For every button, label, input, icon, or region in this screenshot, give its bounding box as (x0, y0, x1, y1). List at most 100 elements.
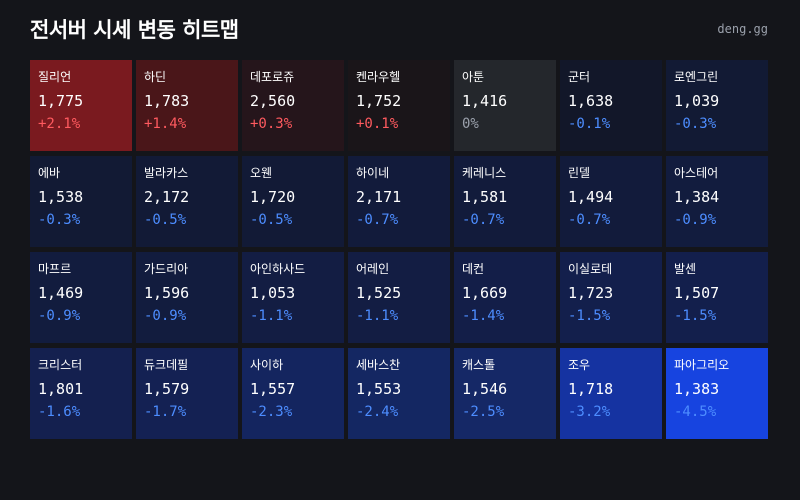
server-name: 질리언 (38, 70, 72, 84)
server-change: -0.3% (674, 116, 717, 132)
server-tile[interactable]: 크리스터 1,801 -1.6% (30, 348, 132, 439)
server-price: 1,416 (462, 92, 508, 110)
server-tile[interactable]: 케레니스 1,581 -0.7% (454, 156, 556, 247)
server-tile[interactable]: 아스테어 1,384 -0.9% (666, 156, 768, 247)
server-change: -0.9% (674, 212, 717, 228)
server-change: -1.1% (250, 308, 293, 324)
server-tile[interactable]: 파아그리오 1,383 -4.5% (666, 348, 768, 439)
server-tile[interactable]: 아툰 1,416 0% (454, 60, 556, 151)
server-price: 1,494 (568, 188, 614, 206)
server-price: 1,775 (38, 92, 84, 110)
server-name: 케레니스 (462, 166, 507, 180)
server-tile[interactable]: 로엔그린 1,039 -0.3% (666, 60, 768, 151)
server-price: 1,752 (356, 92, 402, 110)
server-tile[interactable]: 사이하 1,557 -2.3% (242, 348, 344, 439)
server-tile[interactable]: 하딘 1,783 +1.4% (136, 60, 238, 151)
server-name: 어레인 (356, 262, 390, 276)
server-name: 하딘 (144, 70, 167, 84)
server-change: -1.5% (568, 308, 611, 324)
server-change: -0.9% (144, 308, 187, 324)
server-price: 1,039 (674, 92, 720, 110)
server-change: -0.7% (356, 212, 399, 228)
server-price: 1,546 (462, 380, 508, 398)
server-price: 1,581 (462, 188, 508, 206)
server-name: 가드리아 (144, 262, 189, 276)
server-change: -2.5% (462, 404, 505, 420)
server-tile[interactable]: 마프르 1,469 -0.9% (30, 252, 132, 343)
server-change: -0.5% (144, 212, 187, 228)
server-tile[interactable]: 세바스찬 1,553 -2.4% (348, 348, 450, 439)
server-name: 발센 (674, 262, 697, 276)
server-price: 1,384 (674, 188, 720, 206)
server-tile[interactable]: 듀크데필 1,579 -1.7% (136, 348, 238, 439)
server-tile[interactable]: 오웬 1,720 -0.5% (242, 156, 344, 247)
header: 전서버 시세 변동 히트맵 deng.gg (30, 0, 768, 58)
server-tile[interactable]: 발라카스 2,172 -0.5% (136, 156, 238, 247)
server-change: -1.6% (38, 404, 81, 420)
server-tile[interactable]: 데컨 1,669 -1.4% (454, 252, 556, 343)
server-change: -0.7% (462, 212, 505, 228)
server-change: -2.4% (356, 404, 399, 420)
heatmap-grid: 질리언 1,775 +2.1% 하딘 1,783 +1.4% 데포로쥬 2,560 +0.3% 켄… (30, 60, 768, 439)
server-change: +0.1% (356, 116, 399, 132)
server-tile[interactable]: 하이네 2,171 -0.7% (348, 156, 450, 247)
server-change: -1.5% (674, 308, 717, 324)
server-change: -0.7% (568, 212, 611, 228)
server-tile[interactable]: 발센 1,507 -1.5% (666, 252, 768, 343)
server-change: 0% (462, 116, 479, 132)
server-change: -1.1% (356, 308, 399, 324)
server-price: 2,172 (144, 188, 190, 206)
server-tile[interactable]: 켄라우헬 1,752 +0.1% (348, 60, 450, 151)
server-change: +1.4% (144, 116, 187, 132)
server-name: 조우 (568, 358, 591, 372)
server-name: 캐스톨 (462, 358, 496, 372)
server-tile[interactable]: 데포로쥬 2,560 +0.3% (242, 60, 344, 151)
site-label: deng.gg (717, 22, 768, 36)
server-price: 1,669 (462, 284, 508, 302)
server-change: +2.1% (38, 116, 81, 132)
server-price: 1,525 (356, 284, 402, 302)
server-price: 1,053 (250, 284, 296, 302)
server-price: 1,383 (674, 380, 720, 398)
server-price: 1,469 (38, 284, 84, 302)
server-name: 파아그리오 (674, 358, 730, 372)
server-change: -2.3% (250, 404, 293, 420)
server-tile[interactable]: 가드리아 1,596 -0.9% (136, 252, 238, 343)
server-tile[interactable]: 군터 1,638 -0.1% (560, 60, 662, 151)
server-tile[interactable]: 조우 1,718 -3.2% (560, 348, 662, 439)
server-tile[interactable]: 캐스톨 1,546 -2.5% (454, 348, 556, 439)
server-change: -0.1% (568, 116, 611, 132)
server-price: 1,638 (568, 92, 614, 110)
server-tile[interactable]: 아인하사드 1,053 -1.1% (242, 252, 344, 343)
server-price: 1,596 (144, 284, 190, 302)
server-name: 이실로테 (568, 262, 613, 276)
server-name: 로엔그린 (674, 70, 719, 84)
server-tile[interactable]: 어레인 1,525 -1.1% (348, 252, 450, 343)
server-name: 사이하 (250, 358, 284, 372)
server-price: 1,723 (568, 284, 614, 302)
server-tile[interactable]: 에바 1,538 -0.3% (30, 156, 132, 247)
server-change: -0.3% (38, 212, 81, 228)
server-price: 1,553 (356, 380, 402, 398)
server-tile[interactable]: 이실로테 1,723 -1.5% (560, 252, 662, 343)
page-title: 전서버 시세 변동 히트맵 (30, 18, 239, 42)
server-tile[interactable]: 린델 1,494 -0.7% (560, 156, 662, 247)
server-price: 2,171 (356, 188, 402, 206)
server-change: -4.5% (674, 404, 717, 420)
server-price: 1,557 (250, 380, 296, 398)
server-name: 아인하사드 (250, 262, 306, 276)
server-name: 아스테어 (674, 166, 719, 180)
server-name: 듀크데필 (144, 358, 189, 372)
server-tile[interactable]: 질리언 1,775 +2.1% (30, 60, 132, 151)
server-name: 데포로쥬 (250, 70, 295, 84)
server-change: -0.5% (250, 212, 293, 228)
server-change: -3.2% (568, 404, 611, 420)
server-change: -1.7% (144, 404, 187, 420)
server-price: 2,560 (250, 92, 296, 110)
server-name: 발라카스 (144, 166, 189, 180)
server-price: 1,718 (568, 380, 614, 398)
server-name: 아툰 (462, 70, 485, 84)
server-price: 1,507 (674, 284, 720, 302)
server-price: 1,801 (38, 380, 84, 398)
server-price: 1,783 (144, 92, 190, 110)
